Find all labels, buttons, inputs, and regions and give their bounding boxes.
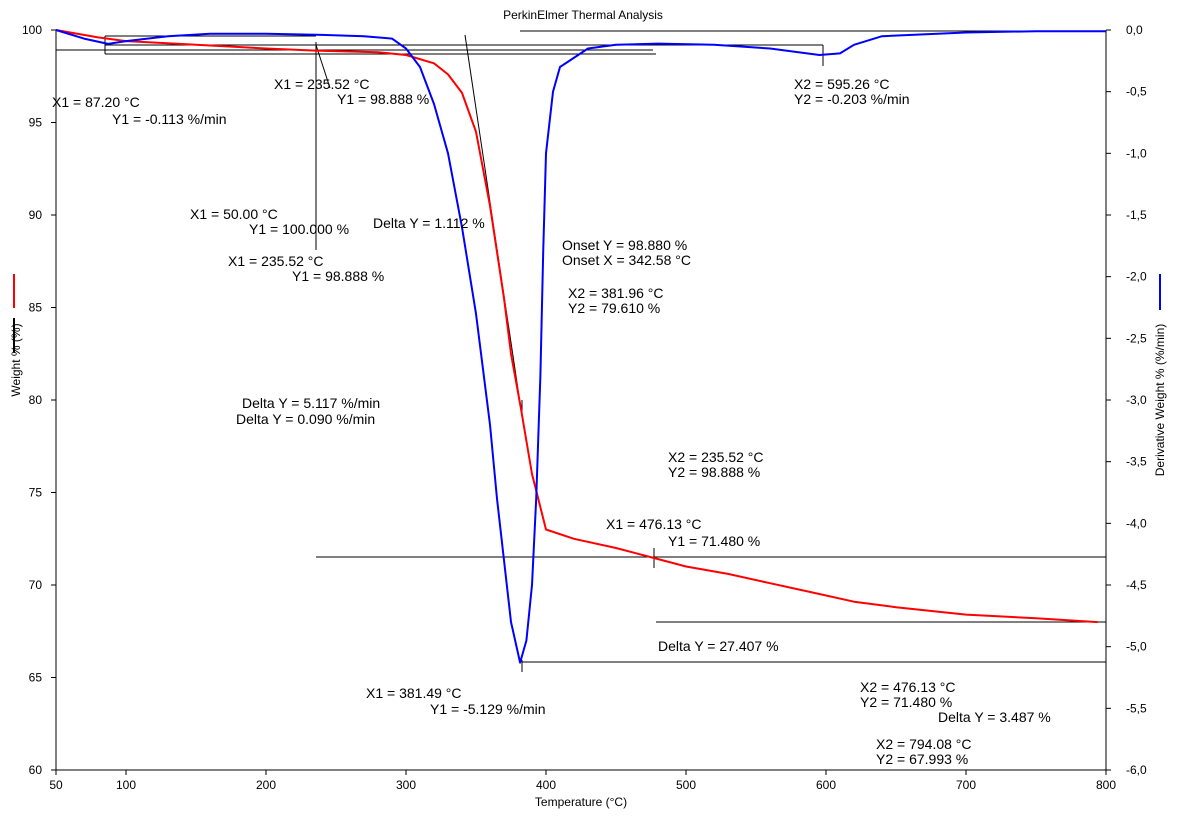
annotation-label: X1 = 235.52 °C: [274, 76, 370, 92]
annotation-label: Y2 = 71.480 %: [860, 694, 952, 710]
x-tick-label: 400: [536, 778, 556, 792]
x-tick-label: 500: [676, 778, 696, 792]
y-left-tick-label: 75: [29, 486, 43, 500]
y-right-tick-label: -6,0: [1126, 763, 1147, 777]
x-axis-title: Temperature (°C): [535, 795, 627, 809]
y-right-tick-label: -1,0: [1126, 146, 1147, 160]
annotation-label: Delta Y = 27.407 %: [658, 638, 779, 654]
annotations: X1 = 87.20 °CY1 = -0.113 %/min X1 = 235.5…: [52, 76, 1051, 767]
annotation-label: X2 = 794.08 °C: [876, 736, 972, 752]
y-left-tick-label: 60: [29, 763, 43, 777]
annotation-label: X1 = 381.49 °C: [366, 685, 462, 701]
y-right-tick-label: -4,5: [1126, 578, 1147, 592]
y-left-tick-label: 65: [29, 671, 43, 685]
y-right-tick-label: -3,5: [1126, 455, 1147, 469]
series-layer: [55, 29, 1106, 664]
y-left-axis-title: Weight % (%): [9, 323, 23, 396]
axes: [55, 30, 1107, 771]
annotation-label: X2 = 235.52 °C: [668, 449, 764, 465]
y-left-tick-label: 100: [22, 23, 42, 37]
annotation-label: Y2 = 98.888 %: [668, 464, 760, 480]
y-right-tick-label: 0,0: [1126, 23, 1143, 37]
reference-lines: [56, 30, 1107, 672]
annotation-label: X2 = 381.96 °C: [568, 285, 664, 301]
annotation-label: Delta Y = 3.487 %: [938, 709, 1051, 725]
y-right-tick-label: -5,5: [1126, 701, 1147, 715]
x-tick-label: 300: [396, 778, 416, 792]
annotation-label: Y1 = 100.000 %: [249, 221, 349, 237]
annotation-label: X2 = 476.13 °C: [860, 679, 956, 695]
x-tick-label: 100: [116, 778, 136, 792]
annotation-label: Y2 = 67.993 %: [876, 751, 968, 767]
x-tick-label: 800: [1096, 778, 1116, 792]
chart-title: PerkinElmer Thermal Analysis: [503, 8, 663, 22]
y-right-tick-label: -0,5: [1126, 85, 1147, 99]
derivative-series-line: [55, 29, 1106, 664]
annotation-label: Y2 = 79.610 %: [568, 300, 660, 316]
annotation-label: Y2 = -0.203 %/min: [794, 91, 910, 107]
y-right-tick-label: -5,0: [1126, 640, 1147, 654]
x-tick-label: 50: [49, 778, 63, 792]
y-right-tick-label: -3,0: [1126, 393, 1147, 407]
annotation-label: Y1 = -5.129 %/min: [430, 701, 546, 717]
annotation-label: Y1 = -0.113 %/min: [112, 111, 227, 127]
annotation-label: Onset Y = 98.880 %: [562, 237, 687, 253]
reference-line: [315, 44, 331, 89]
y-left-tick-label: 80: [29, 393, 43, 407]
y-left-tick-label: 70: [29, 578, 43, 592]
ticks: 50 100 200 300 400 500 600 700 800 60 65 70 75 80 85 90…: [22, 23, 1147, 792]
weight-series-line: [55, 29, 1098, 624]
x-tick-label: 200: [256, 778, 276, 792]
x-tick-label: 600: [816, 778, 836, 792]
annotation-label: Delta Y = 5.117 %/min: [242, 395, 380, 411]
annotation-label: X1 = 50.00 °C: [190, 206, 278, 222]
annotation-label: X1 = 87.20 °C: [52, 94, 140, 110]
annotation-label: Delta Y = 1.112 %: [373, 215, 485, 231]
annotation-label: Delta Y = 0.090 %/min: [236, 411, 375, 427]
annotation-label: X1 = 235.52 °C: [228, 253, 324, 269]
y-right-tick-label: -1,5: [1126, 208, 1147, 222]
y-left-tick-label: 85: [29, 301, 43, 315]
annotation-label: Y1 = 71.480 %: [668, 533, 760, 549]
annotation-label: X2 = 595.26 °C: [794, 76, 890, 92]
annotation-label: Y1 = 98.888 %: [337, 91, 429, 107]
annotation-label: Onset X = 342.58 °C: [562, 252, 691, 268]
annotation-label: Y1 = 98.888 %: [292, 268, 384, 284]
y-left-tick-label: 90: [29, 208, 43, 222]
x-tick-label: 700: [956, 778, 976, 792]
y-right-axis-title: Derivative Weight % (%/min): [1153, 324, 1167, 476]
y-right-tick-label: -4,0: [1126, 516, 1147, 530]
annotation-label: X1 = 476.13 °C: [606, 516, 702, 532]
y-right-tick-label: -2,0: [1126, 270, 1147, 284]
y-right-tick-label: -2,5: [1126, 331, 1147, 345]
y-left-tick-label: 95: [29, 116, 43, 130]
